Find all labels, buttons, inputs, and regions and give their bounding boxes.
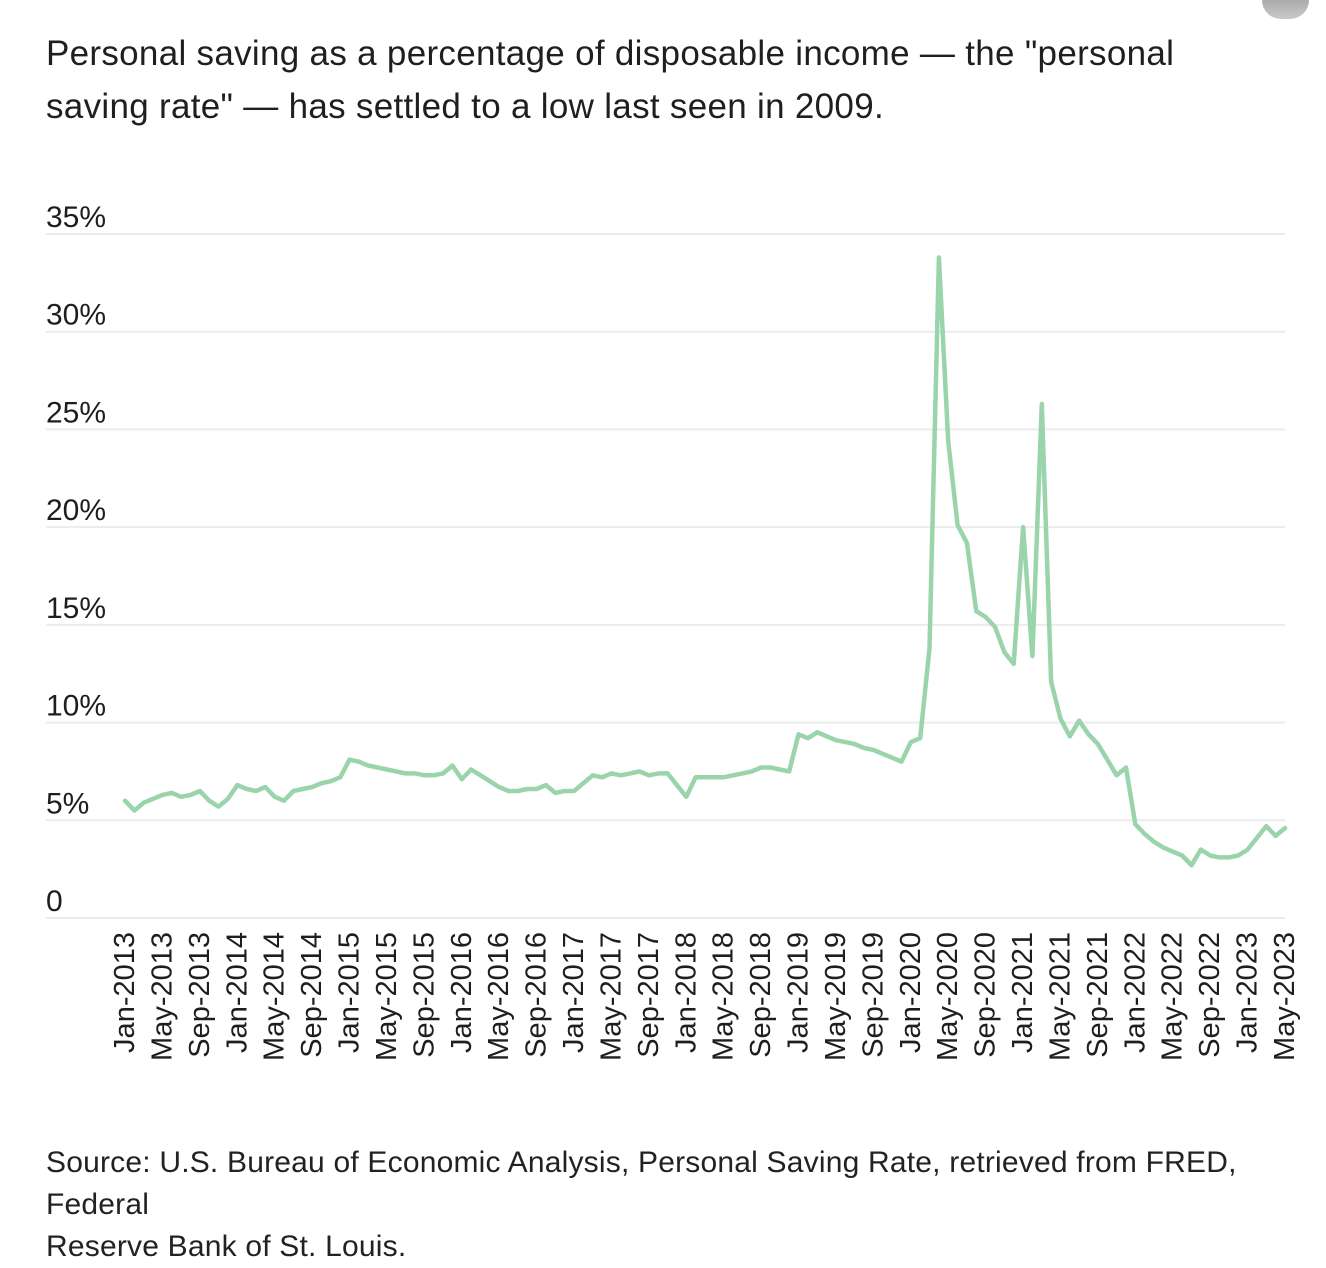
y-tick-label: 35% <box>46 201 106 234</box>
x-tick-label: Sep-2016 <box>521 932 553 1058</box>
y-tick-label: 5% <box>46 787 89 820</box>
figure-title: Personal saving as a percentage of dispo… <box>46 27 1296 133</box>
x-tick-label: Sep-2017 <box>633 932 665 1058</box>
x-tick-label: May-2016 <box>483 932 515 1061</box>
x-tick-label: Jan-2013 <box>109 932 141 1053</box>
figure-title-line-2: saving rate" — has settled to a low last… <box>46 87 884 126</box>
x-tick-label: May-2020 <box>932 932 964 1061</box>
x-tick-label: May-2022 <box>1157 932 1189 1061</box>
x-tick-label: Jan-2020 <box>895 932 927 1053</box>
source-line-1: Source: U.S. Bureau of Economic Analysis… <box>46 1146 1237 1221</box>
x-tick-label: May-2013 <box>146 932 178 1061</box>
y-tick-label: 25% <box>46 396 106 429</box>
x-tick-label: Sep-2020 <box>970 932 1002 1058</box>
x-tick-label: Sep-2014 <box>296 932 328 1058</box>
x-tick-label: Jan-2014 <box>221 932 253 1053</box>
x-tick-label: May-2014 <box>259 932 291 1061</box>
series-line-personal-saving-rate <box>122 255 1288 868</box>
x-tick-label: Jan-2022 <box>1119 932 1151 1053</box>
x-tick-label: Sep-2013 <box>184 932 216 1058</box>
source-line-2: Reserve Bank of St. Louis. <box>46 1230 407 1263</box>
x-tick-label: Jan-2017 <box>558 932 590 1053</box>
x-tick-label: Sep-2015 <box>408 932 440 1058</box>
x-tick-label: Sep-2019 <box>857 932 889 1058</box>
y-tick-label: 30% <box>46 299 106 332</box>
source-note: Source: U.S. Bureau of Economic Analysis… <box>46 1142 1296 1268</box>
x-tick-label: May-2015 <box>371 932 403 1061</box>
x-tick-label: Jan-2019 <box>783 932 815 1053</box>
x-tick-label: May-2023 <box>1269 932 1301 1061</box>
x-tick-label: Jan-2023 <box>1232 932 1264 1053</box>
y-tick-label: 15% <box>46 592 106 625</box>
y-tick-label: 10% <box>46 690 106 723</box>
x-tick-label: May-2019 <box>820 932 852 1061</box>
x-tick-label: May-2017 <box>596 932 628 1061</box>
x-tick-label: Sep-2022 <box>1194 932 1226 1058</box>
scroll-pill[interactable] <box>1262 0 1309 19</box>
x-tick-label: Jan-2016 <box>446 932 478 1053</box>
y-tick-label: 20% <box>46 494 106 527</box>
y-tick-label: 0 <box>46 885 63 918</box>
figure-title-line-1: Personal saving as a percentage of dispo… <box>46 34 1175 73</box>
x-tick-label: Jan-2021 <box>1007 932 1039 1053</box>
x-tick-label: May-2018 <box>708 932 740 1061</box>
x-tick-label: Jan-2015 <box>334 932 366 1053</box>
x-tick-label: Jan-2018 <box>670 932 702 1053</box>
x-tick-label: May-2021 <box>1045 932 1077 1061</box>
x-tick-label: Sep-2021 <box>1082 932 1114 1058</box>
x-tick-label: Sep-2018 <box>745 932 777 1058</box>
